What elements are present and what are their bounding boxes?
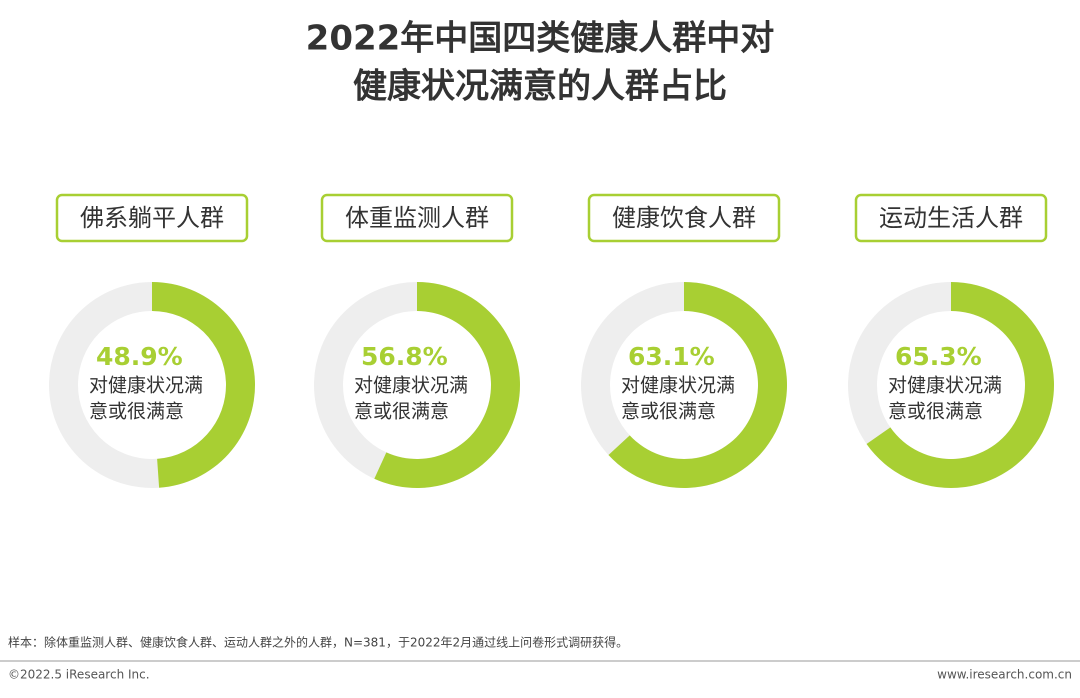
donut-segment — [374, 282, 520, 488]
caption: 对健康状况满 — [888, 375, 1002, 397]
caption: 对健康状况满 — [354, 375, 468, 397]
website: www.iresearch.com.cn — [937, 668, 1072, 682]
group-label-box — [854, 193, 1048, 243]
caption: 意或很满意 — [354, 401, 449, 423]
caption: 意或很满意 — [888, 401, 983, 423]
title-line: 健康状况满意的人群占比 — [353, 67, 727, 107]
group-label: 健康饮食人群 — [612, 204, 756, 232]
group-label-box — [320, 193, 514, 243]
donut-segment — [608, 282, 788, 488]
group-label: 体重监测人群 — [345, 204, 489, 232]
value-label: 56.8% — [361, 342, 448, 371]
caption: 对健康状况满 — [621, 375, 735, 397]
value-label: 48.9% — [96, 342, 183, 371]
group-label: 佛系躺平人群 — [80, 204, 224, 232]
group-label-box — [55, 193, 249, 243]
value-label: 65.3% — [895, 342, 982, 371]
caption: 意或很满意 — [621, 401, 716, 423]
caption: 对健康状况满 — [89, 375, 203, 397]
donut-segment — [866, 282, 1054, 488]
caption: 意或很满意 — [89, 401, 184, 423]
title-line: 2022年中国四类健康人群中对 — [306, 19, 775, 59]
copyright: ©2022.5 iResearch Inc. — [8, 668, 150, 682]
group-label-box — [587, 193, 781, 243]
value-label: 63.1% — [628, 342, 715, 371]
footnote: 样本：除体重监测人群、健康饮食人群、运动人群之外的人群，N=381，于2022年… — [8, 635, 628, 650]
donut-segment — [152, 282, 255, 488]
group-label: 运动生活人群 — [879, 204, 1023, 232]
